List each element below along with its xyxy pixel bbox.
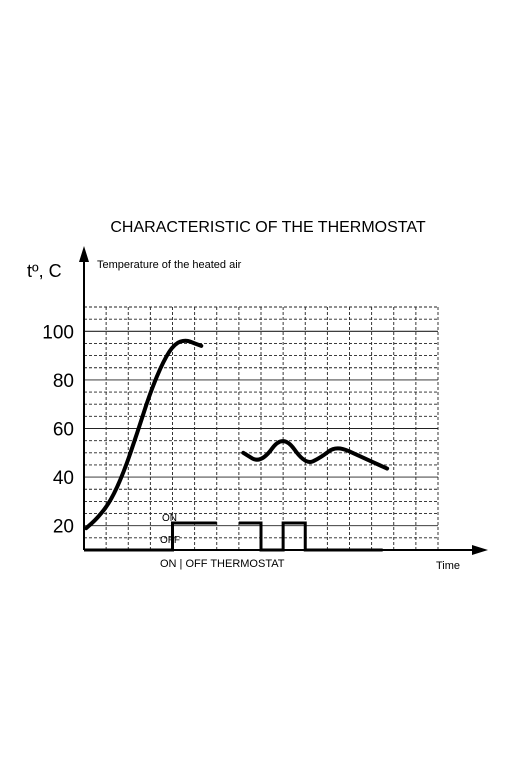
series-label: Temperature of the heated air [97,259,242,271]
y-tick-label: 20 [53,517,74,538]
thermostat-state-line [84,521,383,552]
chart-title: CHARACTERISTIC OF THE THERMOSTAT [110,219,426,236]
chart-grid [83,306,439,550]
y-tick-label: 100 [42,322,74,343]
y-tick-label: 40 [53,468,74,489]
temperature-line-segment [84,338,204,531]
y-axis-label: tº, C [27,261,62,281]
x-axis-arrow [472,545,488,555]
y-axis-ticks: 20 40 60 80 100 [42,322,74,537]
temperature-series [84,338,390,531]
y-axis-arrow [79,246,89,262]
temperature-line-segment [241,439,390,471]
y-tick-label: 80 [53,371,74,392]
thermostat-series [84,521,383,552]
thermostat-on-label: ON [162,513,177,524]
x-axis-label: Time [436,560,460,572]
thermostat-axis-label: ON | OFF THERMOSTAT [160,558,285,570]
y-tick-label: 60 [53,420,74,441]
thermostat-off-label: OFF [160,535,180,546]
